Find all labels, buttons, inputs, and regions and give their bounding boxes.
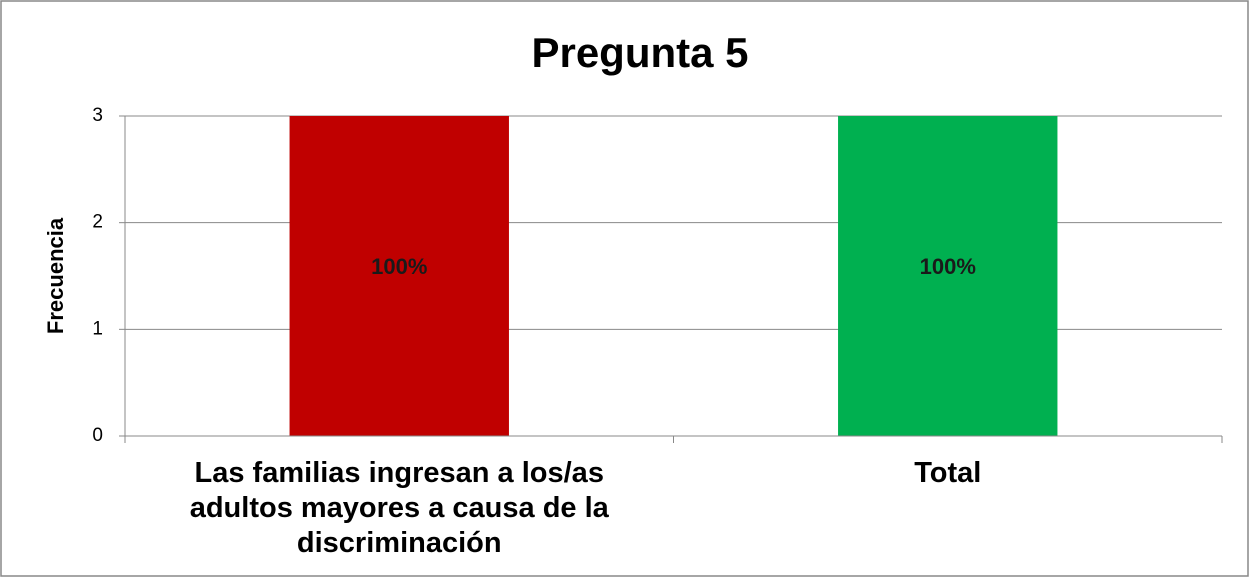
y-tick-label: 3 bbox=[92, 105, 103, 126]
bar bbox=[289, 116, 509, 436]
x-tick-label: Total bbox=[914, 457, 982, 489]
x-tick-label: Las familias ingresan a los/as adultos m… bbox=[189, 457, 609, 559]
y-axis-label: Frecuencia bbox=[43, 217, 68, 334]
chart-title: Pregunta 5 bbox=[531, 29, 748, 76]
data-label: 100% bbox=[920, 254, 976, 279]
y-tick-label: 1 bbox=[92, 318, 103, 339]
y-tick-label: 0 bbox=[92, 425, 103, 446]
data-label: 100% bbox=[371, 254, 427, 279]
y-tick-label: 2 bbox=[92, 212, 103, 233]
bar bbox=[838, 116, 1058, 436]
